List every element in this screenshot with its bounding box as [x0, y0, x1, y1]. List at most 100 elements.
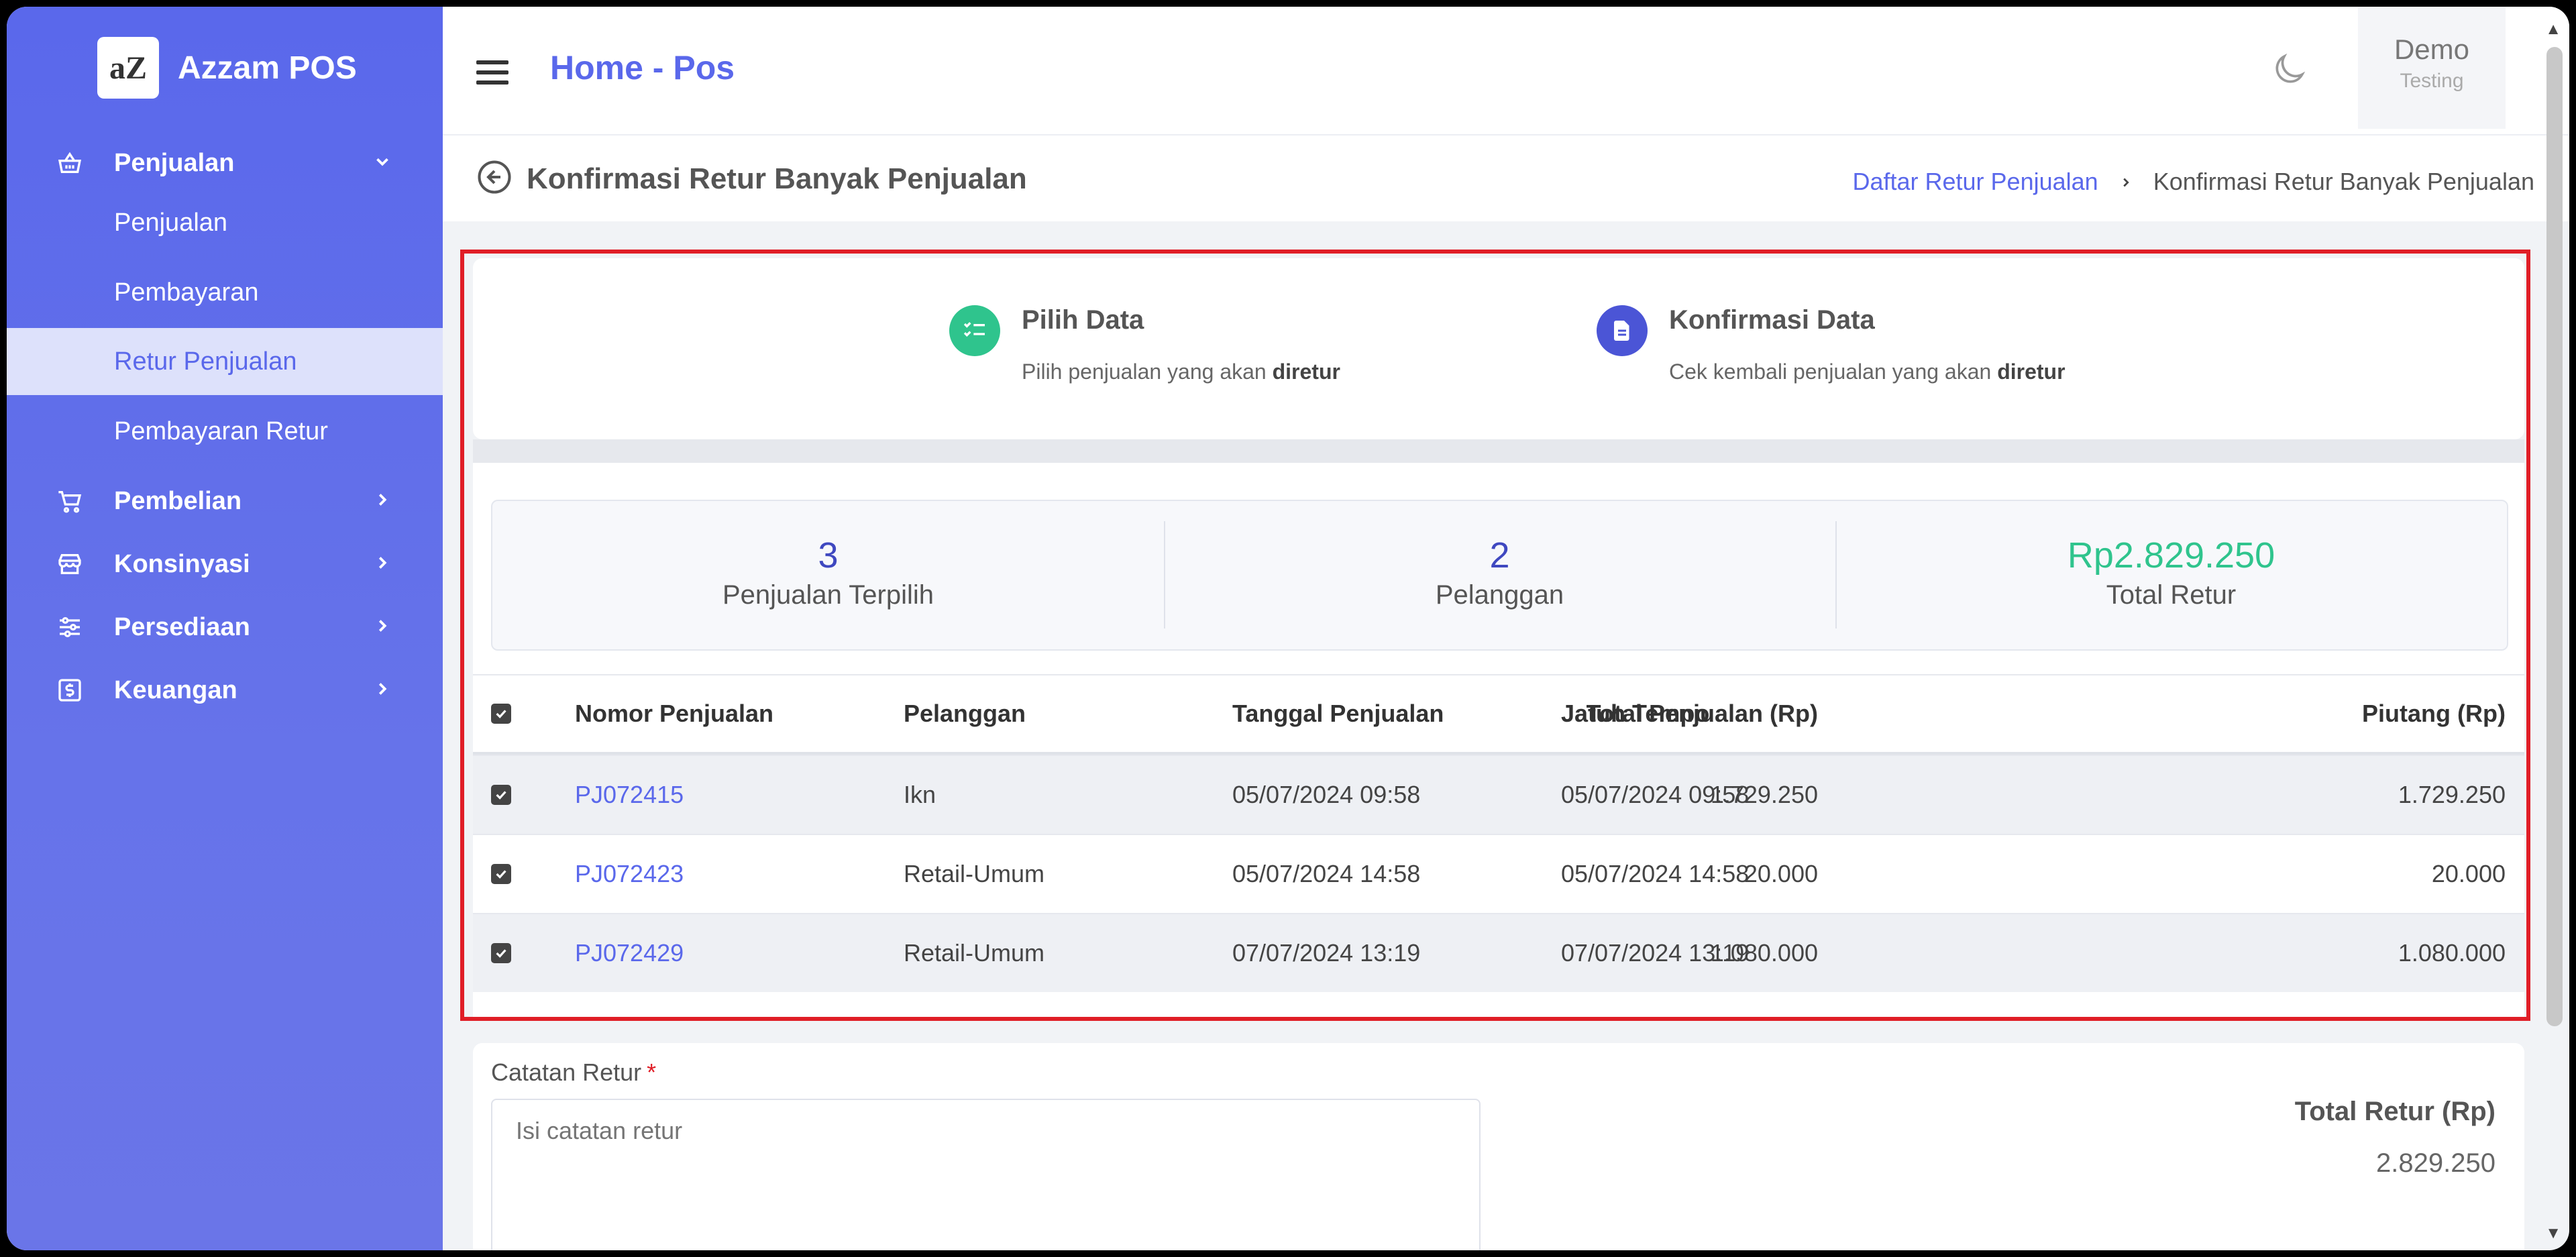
- total-cell: 1.729.250: [1710, 781, 1818, 808]
- step-desc: Cek kembali penjualan yang akan diretur: [1669, 360, 2065, 384]
- back-arrow-icon[interactable]: [476, 159, 514, 197]
- table-header-row: Nomor Penjualan Pelanggan Tanggal Penjua…: [473, 674, 2524, 755]
- col-header[interactable]: Pelanggan: [904, 700, 1026, 727]
- breadcrumb: Daftar Retur Penjualan Konfirmasi Retur …: [1852, 168, 2534, 196]
- breadcrumb-current: Konfirmasi Retur Banyak Penjualan: [2153, 168, 2534, 195]
- select-all-checkbox[interactable]: [491, 704, 511, 724]
- sidebar-group-keuangan[interactable]: Keuangan: [7, 663, 443, 717]
- sales-table: Nomor Penjualan Pelanggan Tanggal Penjua…: [473, 674, 2524, 992]
- row-checkbox[interactable]: [491, 943, 511, 963]
- sale-date-cell: 05/07/2024 09:58: [1232, 781, 1421, 808]
- chevron-right-icon: [372, 612, 392, 643]
- sidebar-item-pembayaran[interactable]: Pembayaran: [114, 278, 259, 307]
- page-title: Konfirmasi Retur Banyak Penjualan: [527, 162, 1027, 195]
- user-role: Testing: [2400, 70, 2464, 92]
- step-konfirmasi-data: Konfirmasi Data Cek kembali penjualan ya…: [1597, 305, 2065, 384]
- total-cell: 1.080.000: [1710, 939, 1818, 967]
- sidebar-group-label: Konsinyasi: [114, 549, 250, 578]
- cart-icon: [55, 486, 85, 516]
- sidebar-item-retur-penjualan[interactable]: Retur Penjualan: [7, 328, 443, 395]
- col-header[interactable]: Piutang (Rp): [2362, 700, 2506, 727]
- steps-card: Pilih Data Pilih penjualan yang akan dir…: [473, 258, 2524, 439]
- due-date-cell: 07/07/2024 13:19: [1561, 939, 1750, 967]
- brand-name: Azzam POS: [178, 50, 357, 86]
- col-header[interactable]: Total Penjualan (Rp): [1586, 700, 1818, 727]
- due-date-cell: 05/07/2024 09:58: [1561, 781, 1750, 808]
- store-icon: [55, 549, 85, 579]
- scroll-up-arrow[interactable]: ▲: [2545, 20, 2561, 38]
- debt-cell: 1.080.000: [2398, 939, 2506, 967]
- sale-number-link[interactable]: PJ072423: [575, 860, 684, 887]
- total-return-label: Total Retur (Rp): [2294, 1097, 2496, 1126]
- sidebar: aZ Azzam POS Penjualan Penjualan Pembaya…: [7, 7, 443, 1250]
- breadcrumb-link[interactable]: Daftar Retur Penjualan: [1852, 168, 2098, 195]
- scroll-down-arrow[interactable]: ▼: [2545, 1224, 2561, 1242]
- page-header: Konfirmasi Retur Banyak Penjualan Daftar…: [443, 134, 2569, 221]
- sale-number-link[interactable]: PJ072415: [575, 781, 684, 808]
- chevron-right-icon: [372, 675, 392, 706]
- document-icon: [1597, 305, 1648, 356]
- app-title: Home - Pos: [550, 49, 735, 87]
- col-header[interactable]: Jatuh Tempo: [1561, 700, 1710, 727]
- sidebar-group-konsinyasi[interactable]: Konsinyasi: [7, 537, 443, 591]
- stat-total-return: Rp2.829.250 Total Retur: [1835, 501, 2507, 649]
- row-checkbox[interactable]: [491, 785, 511, 805]
- chevron-right-icon: [372, 549, 392, 580]
- highlight-box: [460, 250, 2530, 1021]
- chevron-down-icon: [372, 148, 392, 178]
- brand[interactable]: aZ Azzam POS: [97, 37, 357, 99]
- table-row[interactable]: PJ072429 Retail-Umum 07/07/2024 13:19 07…: [473, 913, 2524, 992]
- topbar: Home - Pos Demo Testing: [443, 7, 2569, 134]
- stat-selected-sales: 3 Penjualan Terpilih: [492, 501, 1164, 649]
- checklist-icon: [949, 305, 1000, 356]
- notes-label: Catatan Retur *: [491, 1058, 657, 1086]
- chevron-right-icon: [2118, 168, 2133, 196]
- step-title: Pilih Data: [1022, 305, 1144, 335]
- notes-textarea[interactable]: [491, 1099, 1481, 1250]
- sidebar-group-pembelian[interactable]: Pembelian: [7, 474, 443, 528]
- sidebar-group-persediaan[interactable]: Persediaan: [7, 600, 443, 654]
- step-pilih-data: Pilih Data Pilih penjualan yang akan dir…: [949, 305, 1340, 384]
- stat-label: Pelanggan: [1435, 580, 1564, 610]
- summary-stats: 3 Penjualan Terpilih 2 Pelanggan Rp2.829…: [491, 500, 2508, 651]
- user-name: Demo: [2394, 34, 2470, 65]
- stat-customers: 2 Pelanggan: [1164, 501, 1835, 649]
- divider: [473, 439, 2524, 463]
- sidebar-group-label: Pembelian: [114, 486, 242, 515]
- table-row[interactable]: PJ072423 Retail-Umum 05/07/2024 14:58 05…: [473, 834, 2524, 913]
- scrollbar-thumb[interactable]: [2546, 47, 2563, 1026]
- due-date-cell: 05/07/2024 14:58: [1561, 860, 1750, 887]
- total-return-value: 2.829.250: [2376, 1148, 2496, 1178]
- row-checkbox[interactable]: [491, 864, 511, 884]
- basket-icon: [55, 148, 85, 178]
- step-title: Konfirmasi Data: [1669, 305, 1875, 335]
- chevron-right-icon: [372, 486, 392, 516]
- sale-date-cell: 05/07/2024 14:58: [1232, 860, 1421, 887]
- customer-cell: Retail-Umum: [904, 939, 1045, 967]
- sidebar-group-label: Keuangan: [114, 675, 237, 704]
- stat-value: Rp2.829.250: [2067, 535, 2275, 576]
- user-menu[interactable]: Demo Testing: [2358, 7, 2506, 129]
- sidebar-item-penjualan[interactable]: Penjualan: [114, 208, 228, 237]
- total-cell: 20.000: [1743, 860, 1818, 887]
- col-header[interactable]: Nomor Penjualan: [575, 700, 774, 727]
- sale-number-link[interactable]: PJ072429: [575, 939, 684, 967]
- table-row[interactable]: PJ072415 Ikn 05/07/2024 09:58 05/07/2024…: [473, 755, 2524, 834]
- debt-cell: 1.729.250: [2398, 781, 2506, 808]
- app-window: aZ Azzam POS Penjualan Penjualan Pembaya…: [7, 7, 2569, 1250]
- stat-value: 3: [818, 535, 839, 576]
- sidebar-group-penjualan[interactable]: Penjualan: [7, 136, 443, 190]
- sidebar-item-pembayaran-retur[interactable]: Pembayaran Retur: [114, 417, 328, 445]
- col-header[interactable]: Tanggal Penjualan: [1232, 700, 1444, 727]
- sidebar-group-label: Penjualan: [114, 148, 235, 177]
- stat-value: 2: [1489, 535, 1510, 576]
- debt-cell: 20.000: [2431, 860, 2506, 887]
- brand-logo: aZ: [97, 37, 159, 99]
- customer-cell: Retail-Umum: [904, 860, 1045, 887]
- money-icon: [55, 675, 85, 705]
- step-desc: Pilih penjualan yang akan diretur: [1022, 360, 1340, 384]
- menu-toggle-icon[interactable]: [476, 60, 508, 85]
- dark-mode-toggle-icon[interactable]: [2271, 50, 2311, 91]
- stat-label: Penjualan Terpilih: [722, 580, 934, 610]
- sale-date-cell: 07/07/2024 13:19: [1232, 939, 1421, 967]
